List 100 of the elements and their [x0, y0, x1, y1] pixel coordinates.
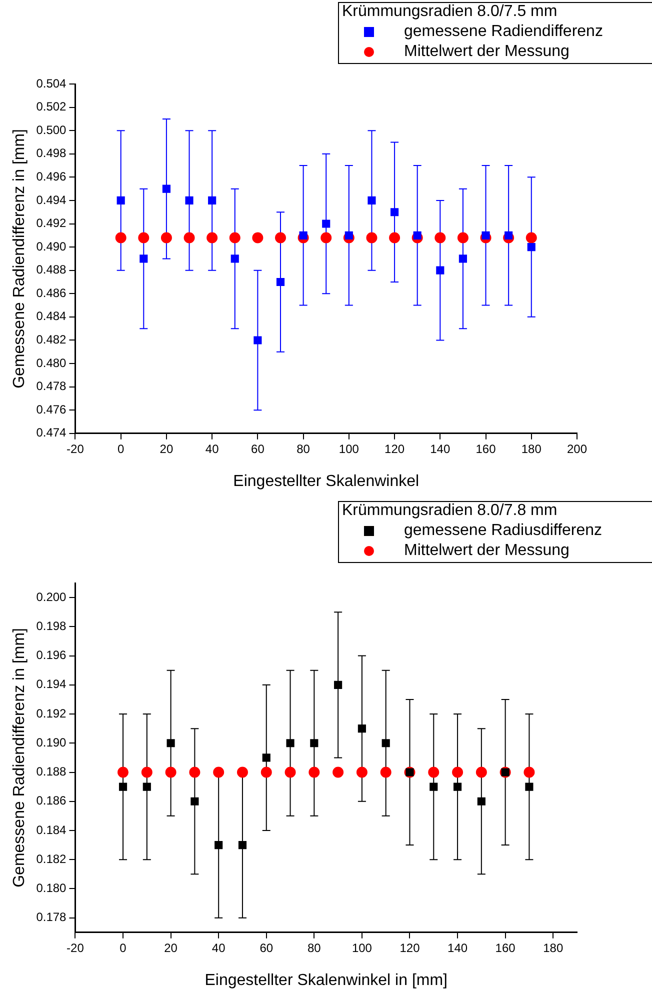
- x-tick-label: 100: [352, 940, 372, 955]
- x-tick-label: 160: [476, 442, 496, 456]
- x-axis-title: Eingestellter Skalenwinkel: [233, 472, 420, 490]
- point: [141, 766, 152, 778]
- point: [390, 208, 399, 216]
- point: [284, 766, 296, 778]
- point: [162, 184, 170, 193]
- point: [457, 232, 468, 244]
- x-tick-label: 60: [260, 940, 274, 955]
- y-axis-title: Gemessene Radiendifferenz in [mm]: [11, 129, 28, 388]
- y-tick-label: 0.198: [36, 618, 67, 633]
- point: [344, 231, 353, 240]
- point: [236, 766, 248, 778]
- point: [477, 797, 486, 806]
- x-tick-label: 120: [400, 940, 420, 955]
- point: [165, 766, 176, 778]
- point: [453, 782, 462, 791]
- point: [526, 232, 537, 244]
- point: [260, 766, 272, 778]
- point: [262, 754, 270, 762]
- y-tick-label: 0.490: [36, 239, 67, 254]
- y-tick-label: 0.182: [36, 852, 67, 866]
- point: [356, 766, 368, 778]
- point: [320, 232, 332, 244]
- y-tick-label: 0.474: [36, 426, 67, 440]
- x-tick-label: 60: [251, 442, 265, 456]
- x-tick-label: 0: [118, 442, 124, 456]
- point: [436, 266, 444, 274]
- point: [252, 232, 264, 244]
- point: [276, 278, 285, 286]
- x-tick-label: 0: [120, 940, 127, 955]
- point: [476, 766, 487, 778]
- point: [140, 254, 148, 263]
- x-tick-label: 140: [448, 940, 468, 955]
- point: [413, 231, 422, 240]
- point: [160, 232, 172, 244]
- y-tick-label: 0.190: [36, 735, 67, 750]
- y-tick-label: 0.482: [36, 332, 67, 347]
- x-tick-label: 120: [384, 442, 405, 456]
- y-tick-label: 0.192: [36, 706, 67, 720]
- y-axis-title: Gemessene Radiendifferenz in [mm]: [11, 628, 28, 888]
- point: [366, 232, 378, 244]
- point: [286, 739, 294, 748]
- point: [275, 232, 286, 244]
- legend-label: gemessene Radiendifferenz: [404, 23, 603, 41]
- y-tick-label: 0.194: [36, 677, 67, 692]
- point: [166, 739, 175, 748]
- y-tick-label: 0.478: [36, 379, 67, 394]
- point: [190, 797, 199, 806]
- x-tick-label: 140: [430, 442, 450, 456]
- point: [322, 220, 330, 228]
- point: [118, 782, 128, 791]
- y-tick-label: 0.488: [36, 262, 67, 277]
- point: [524, 766, 535, 778]
- x-tick-label: 180: [521, 442, 542, 456]
- point: [214, 841, 223, 850]
- point: [504, 231, 513, 240]
- y-tick-label: 0.476: [36, 402, 67, 416]
- x-tick-label: 20: [160, 442, 174, 456]
- y-tick-label: 0.480: [36, 356, 67, 370]
- x-tick-label: 40: [212, 940, 226, 955]
- point: [299, 231, 308, 240]
- point: [208, 196, 216, 204]
- point: [482, 231, 490, 240]
- point: [458, 254, 467, 263]
- point: [310, 739, 318, 748]
- point: [115, 232, 126, 244]
- x-tick-label: 180: [543, 940, 564, 955]
- point: [308, 766, 320, 778]
- y-tick-label: 0.188: [36, 764, 67, 779]
- y-tick-label: 0.484: [36, 309, 67, 324]
- point: [238, 841, 247, 850]
- point: [118, 766, 129, 778]
- legend-label: gemessene Radiusdifferenz: [404, 522, 602, 540]
- point: [368, 196, 376, 204]
- point: [434, 232, 446, 244]
- point: [229, 232, 240, 244]
- y-tick-label: 0.504: [36, 76, 67, 90]
- point: [206, 232, 218, 244]
- point: [185, 196, 194, 204]
- y-tick-label: 0.200: [36, 590, 67, 604]
- x-axis-title: Eingestellter Skalenwinkel in [mm]: [204, 972, 448, 989]
- x-tick-label: -20: [66, 442, 84, 456]
- point: [334, 680, 342, 689]
- y-tick-label: 0.492: [36, 216, 67, 230]
- y-tick-label: 0.196: [36, 648, 67, 662]
- x-tick-label: -20: [66, 940, 84, 955]
- y-tick-label: 0.184: [36, 822, 67, 837]
- x-tick-label: 20: [164, 940, 178, 955]
- x-tick-label: 100: [338, 442, 360, 456]
- legend-title: Krümmungsradien 8.0/7.5 mm: [342, 3, 558, 21]
- point: [525, 782, 534, 791]
- x-tick-label: 80: [307, 940, 322, 955]
- point: [138, 232, 150, 244]
- y-tick-label: 0.494: [36, 192, 67, 207]
- point: [116, 196, 125, 204]
- point: [189, 766, 200, 778]
- point: [184, 232, 195, 244]
- y-tick-label: 0.496: [36, 169, 67, 184]
- x-tick-label: 40: [205, 442, 220, 456]
